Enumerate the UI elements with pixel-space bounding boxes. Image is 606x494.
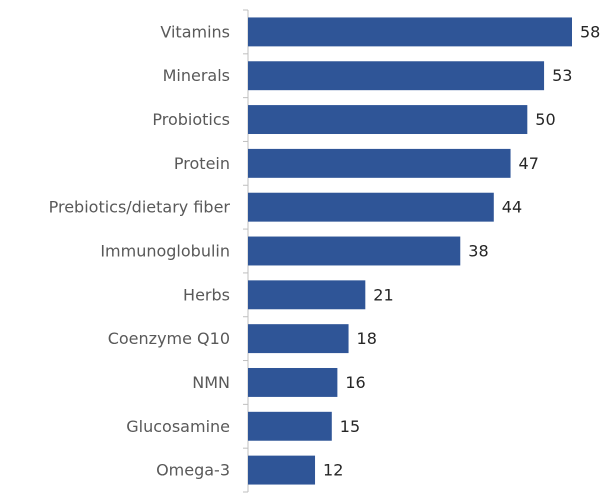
value-label: 44 [502, 198, 522, 217]
category-label: Immunoglobulin [100, 242, 230, 261]
category-label: Prebiotics/dietary fiber [49, 198, 231, 217]
value-label: 18 [357, 329, 377, 348]
category-label: NMN [192, 373, 230, 392]
bar [248, 148, 511, 178]
category-label: Probiotics [152, 110, 230, 129]
bar [248, 411, 332, 441]
bar [248, 192, 494, 222]
value-label: 15 [340, 417, 360, 436]
category-label: Glucosamine [126, 417, 230, 436]
value-label: 58 [580, 22, 600, 41]
bar [248, 105, 528, 135]
bar [248, 17, 572, 47]
value-label: 50 [535, 110, 555, 129]
bar [248, 367, 338, 397]
category-label: Vitamins [160, 22, 230, 41]
value-label: 38 [468, 242, 488, 261]
value-label: 12 [323, 461, 343, 480]
category-label: Herbs [183, 285, 230, 304]
bar [248, 280, 366, 310]
value-label: 16 [345, 373, 365, 392]
category-label: Minerals [163, 66, 230, 85]
bar [248, 455, 316, 485]
value-label: 53 [552, 66, 572, 85]
value-label: 21 [373, 285, 393, 304]
category-label: Omega-3 [156, 461, 230, 480]
bar [248, 324, 349, 354]
category-label: Protein [174, 154, 230, 173]
bar [248, 61, 545, 91]
value-label: 47 [519, 154, 539, 173]
category-label: Coenzyme Q10 [108, 329, 230, 348]
bar [248, 236, 461, 266]
